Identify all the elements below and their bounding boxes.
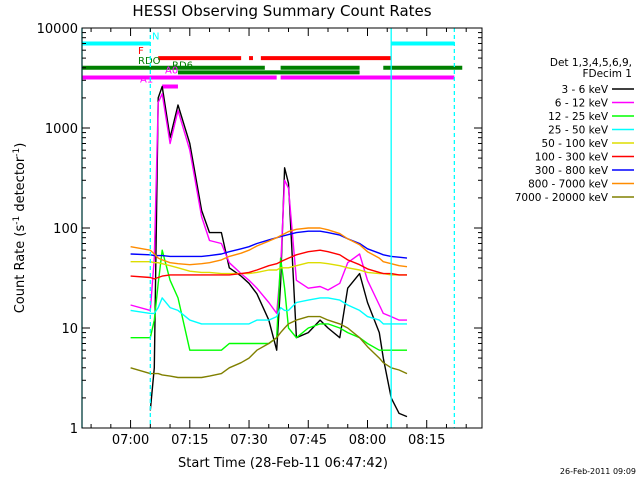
series-line-3-6-kev: [149, 85, 408, 418]
flag-label-rd6: RD6: [172, 60, 193, 71]
y-label-superscript: -1: [12, 148, 22, 157]
series-line-300-800-kev: [130, 230, 408, 259]
series-line-25-50-kev: [130, 297, 407, 325]
series-line-7000-20000-kev: [130, 315, 408, 379]
legend: Det 1,3,4,5,6,9,FDecim 1 3 - 6 keV 6 - 12 …: [515, 57, 634, 204]
legend-label: 3 - 6 keV: [561, 84, 608, 96]
y-tick-label: 1000: [45, 122, 78, 137]
x-tick-label: 07:00: [112, 433, 149, 448]
flag-label-n: N: [152, 31, 159, 42]
y-label-text: detector: [13, 156, 28, 216]
plot-timestamp: 26-Feb-2011 09:09: [560, 467, 636, 476]
y-label-superscript: -1: [12, 216, 22, 225]
legend-title-line: FDecim 1: [582, 68, 632, 80]
axes: 1 10 100 1000 10000 07:00 07:15 07:30 07:45 08:00…: [37, 22, 483, 448]
legend-label: 25 - 50 keV: [548, 125, 609, 137]
flag-label-rdo: RDO: [138, 56, 161, 67]
y-axis-label: Count Rate (s-1 detector-1): [12, 143, 28, 314]
legend-label: 12 - 25 keV: [548, 111, 609, 123]
x-tick-label: 07:15: [171, 433, 208, 448]
legend-title-line: Det 1,3,4,5,6,9,: [550, 57, 632, 69]
legend-label: 50 - 100 keV: [541, 138, 608, 150]
legend-label: 6 - 12 keV: [555, 98, 609, 110]
x-tick-label: 07:30: [230, 433, 267, 448]
y-label-text: Count Rate (s: [13, 225, 28, 314]
legend-label: 100 - 300 keV: [535, 152, 609, 164]
vertical-markers: [81, 28, 456, 428]
flag-label-f: F: [138, 46, 144, 57]
series-line-100-300-kev: [130, 249, 407, 280]
legend-label: 300 - 800 keV: [535, 165, 609, 177]
x-tick-label: 07:45: [290, 433, 327, 448]
y-tick-label: 1: [70, 422, 78, 437]
series-lines: [130, 85, 408, 418]
series-line-50-100-kev: [130, 261, 407, 276]
y-tick-label: 10: [61, 322, 78, 337]
x-tick-label: 08:15: [408, 433, 445, 448]
x-tick-label: 08:00: [349, 433, 386, 448]
series-line-800-7000-kev: [130, 227, 408, 268]
y-label-text: ): [13, 143, 28, 148]
chart-title: HESSI Observing Summary Count Rates: [132, 2, 431, 20]
y-tick-label: 100: [53, 222, 78, 237]
flag-label-a1: A1: [140, 75, 153, 86]
flag-label-a0: A0: [165, 65, 178, 76]
legend-label: 7000 - 20000 keV: [515, 192, 609, 204]
y-tick-label: 10000: [37, 22, 78, 37]
legend-label: 800 - 7000 keV: [528, 179, 609, 191]
x-axis-label: Start Time (28-Feb-11 06:47:42): [178, 456, 388, 471]
